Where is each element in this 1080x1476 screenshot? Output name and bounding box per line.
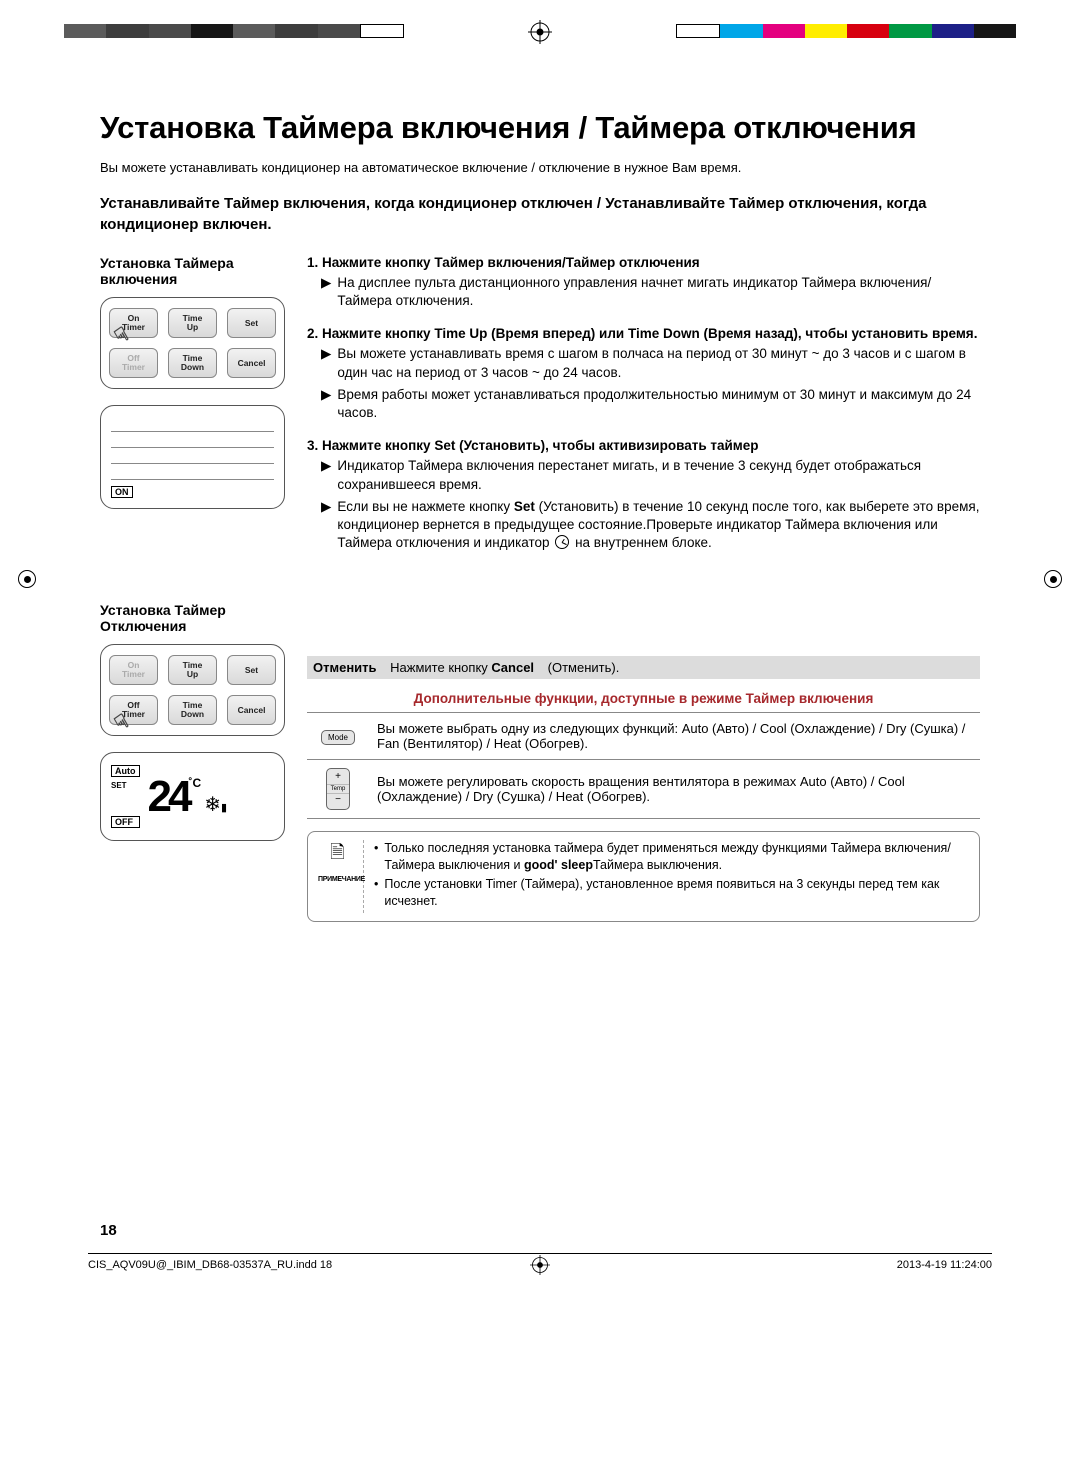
lcd-off-tag-auto: Auto [111, 765, 140, 777]
hand-pointer-icon: ☟ [112, 324, 133, 348]
mode-button-icon: Mode [307, 713, 369, 760]
table-row: ModeВы можете выбрать одну из следующих … [307, 713, 980, 760]
temp-button-icon: +Temp− [307, 760, 369, 818]
registration-strip [64, 16, 1016, 50]
registration-left-swatches [64, 24, 404, 38]
footer-center-mark [530, 1255, 550, 1275]
intro-text: Вы можете устанавливать кондиционер на а… [100, 160, 980, 175]
note-item: •После установки Timer (Таймера), устано… [374, 876, 969, 910]
snowflake-icon: ❄▮ [204, 794, 227, 816]
remote-button[interactable]: OnTimer [109, 655, 158, 685]
lcd-on-tag: ON [111, 486, 133, 498]
remote-button[interactable]: TimeUp [168, 655, 217, 685]
note-box: 🗎 ПРИМЕЧАНИЕ •Только последняя установка… [307, 831, 980, 923]
footer-right: 2013-4-19 11:24:00 [897, 1259, 992, 1271]
lcd-on-timer: ON [100, 405, 285, 509]
on-timer-heading: Установка Таймера включения [100, 255, 285, 287]
registration-side-left-icon [18, 570, 36, 588]
step-heading: 2. Нажмите кнопку Time Up (Время вперед)… [307, 326, 980, 341]
remote-button[interactable]: Cancel [227, 348, 276, 378]
footer-bar: CIS_AQV09U@_IBIM_DB68-03537A_RU.indd 18 … [88, 1253, 992, 1297]
note-item: •Только последняя установка таймера буде… [374, 840, 969, 874]
lead-text: Устанавливайте Таймер включения, когда к… [100, 193, 980, 235]
remote-button[interactable]: OffTimer [109, 348, 158, 378]
remote-button[interactable]: TimeUp [168, 308, 217, 338]
lcd-off-tag-off: OFF [111, 816, 140, 828]
remote-off-timer: OnTimer TimeUp Set OffTimer☟ TimeDown Cancel [100, 644, 285, 736]
steps-area: 1. Нажмите кнопку Таймер включения/Тайме… [307, 255, 980, 568]
clock-icon [555, 535, 569, 549]
cancel-text: Нажмите кнопку Cancel (Отменить). [390, 660, 619, 675]
step-bullet: ▶Вы можете устанавливать время с шагом в… [307, 345, 980, 381]
lcd-off-timer: Auto SET OFF 24˚C ❄▮ [100, 752, 285, 841]
note-icon: 🗎 ПРИМЕЧАНИЕ [318, 840, 364, 914]
remote-button[interactable]: Set [227, 308, 276, 338]
cancel-label: Отменить [313, 660, 377, 675]
remote-button[interactable]: OffTimer☟ [109, 695, 158, 725]
hand-pointer-icon: ☟ [112, 712, 133, 736]
additional-functions-heading: Дополнительные функции, доступные в режи… [307, 687, 980, 712]
table-row: +Temp−Вы можете регулировать скорость вр… [307, 760, 980, 818]
remote-button[interactable]: Cancel [227, 695, 276, 725]
lcd-degree: ˚C [188, 776, 201, 790]
note-list: •Только последняя установка таймера буде… [374, 840, 969, 914]
remote-button[interactable]: Set [227, 655, 276, 685]
remote-button[interactable]: TimeDown [168, 348, 217, 378]
function-description: Вы можете регулировать скорость вращения… [369, 760, 980, 818]
cancel-bar: Отменить Нажмите кнопку Cancel (Отменить… [307, 656, 980, 679]
page-number: 18 [100, 1222, 980, 1239]
step-bullet: ▶Время работы может устанавливаться прод… [307, 386, 980, 422]
page-title: Установка Таймера включения / Таймера от… [100, 110, 980, 146]
footer-left: CIS_AQV09U@_IBIM_DB68-03537A_RU.indd 18 [88, 1259, 332, 1271]
off-timer-heading: Установка Таймер Отключения [100, 602, 285, 634]
registration-right-swatches [676, 24, 1016, 38]
remote-on-timer: OnTimer☟ TimeUp Set OffTimer TimeDown Cancel [100, 297, 285, 389]
additional-functions-table: ModeВы можете выбрать одну из следующих … [307, 712, 980, 818]
lcd-off-tag-set: SET [111, 781, 140, 790]
page-body: Установка Таймера включения / Таймера от… [100, 110, 980, 1239]
lcd-temp-value: 24 [148, 772, 189, 821]
registration-side-right-icon [1044, 570, 1062, 588]
step-heading: 3. Нажмите кнопку Set (Установить), чтоб… [307, 438, 980, 453]
function-description: Вы можете выбрать одну из следующих функ… [369, 713, 980, 760]
step-bullet: ▶Если вы не нажмете кнопку Set (Установи… [307, 498, 980, 553]
step-heading: 1. Нажмите кнопку Таймер включения/Тайме… [307, 255, 980, 270]
step-bullet: ▶На дисплее пульта дистанционного управл… [307, 274, 980, 310]
remote-button[interactable]: OnTimer☟ [109, 308, 158, 338]
step-bullet: ▶Индикатор Таймера включения перестанет … [307, 457, 980, 493]
registration-center-mark [528, 20, 552, 44]
remote-button[interactable]: TimeDown [168, 695, 217, 725]
